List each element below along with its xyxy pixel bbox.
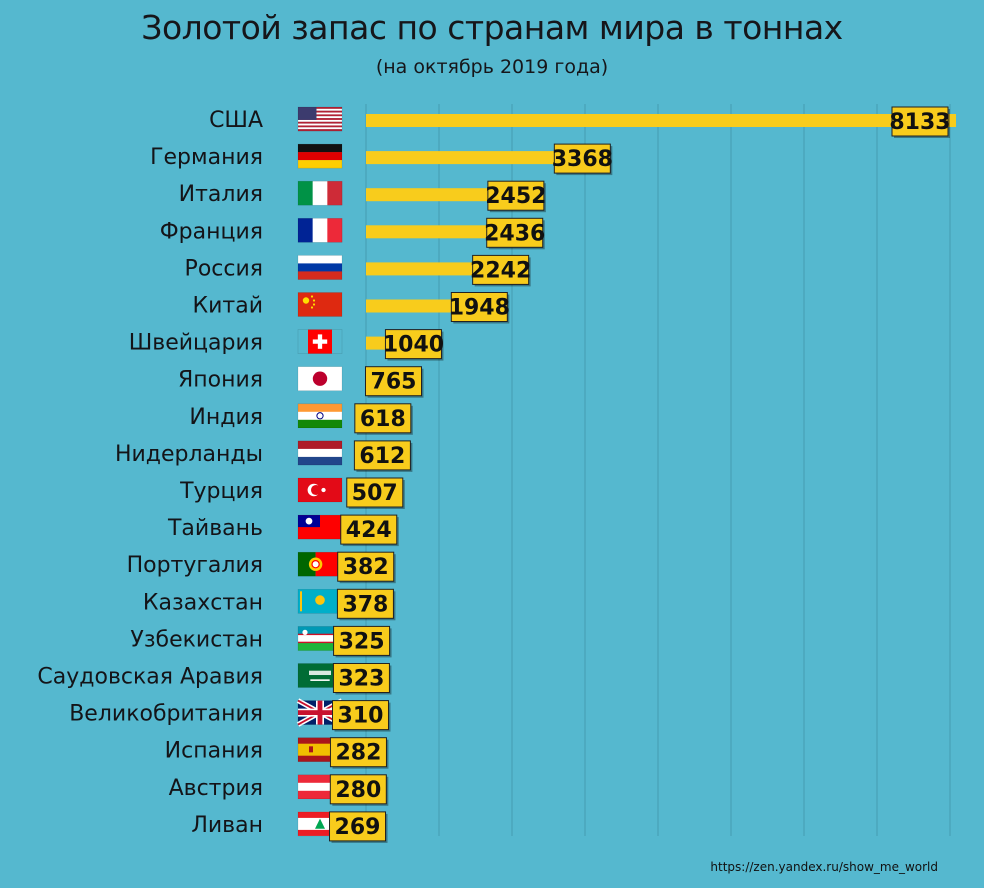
netherlands-flag-icon [297,440,343,466]
value-box [487,180,545,211]
chart-title: Золотой запас по странам мира в тоннах [141,8,843,47]
value-box [353,440,411,471]
category-label: Швейцария [129,331,263,356]
value-box [472,254,530,285]
france-flag-icon [297,218,343,243]
data-label: 310 [338,704,384,729]
category-label: Индия [189,405,263,430]
data-label: 378 [342,592,388,617]
value-box [384,329,442,360]
value-box [333,625,391,656]
category-label: Австрия [169,776,263,801]
data-label: 424 [346,518,392,543]
category-label: Китай [192,294,263,319]
data-label: 8133 [889,110,950,135]
category-label: Турция [179,479,263,504]
value-box [340,514,398,545]
value-box [486,217,544,248]
data-label: 1948 [449,296,510,321]
category-label: Узбекистан [130,627,263,652]
data-label: 282 [335,741,381,766]
category-label: Ливан [191,813,263,838]
value-box [450,292,508,322]
data-label: 2436 [484,221,545,246]
category-label: Великобритания [69,702,263,727]
source-link[interactable]: https://zen.yandex.ru/show_me_world [710,860,938,874]
china-flag-icon [297,292,343,317]
value-box [329,811,387,842]
category-label: США [209,108,263,133]
data-label: 382 [343,555,389,580]
india-flag-icon [297,403,343,429]
value-box [329,737,387,768]
data-label: 507 [352,481,398,506]
italy-flag-icon [297,180,343,206]
value-box [332,663,390,693]
japan-flag-icon [297,366,343,392]
grid-lines [365,104,951,836]
category-label: Тайвань [167,516,263,541]
data-label: 1040 [383,333,444,358]
germany-flag-icon [297,143,343,169]
category-label: Испания [165,739,263,764]
bar [366,151,611,165]
portugal-flag-icon [297,551,343,577]
value-box [329,774,387,805]
value-box [331,700,389,731]
data-label: 280 [335,778,381,803]
usa-flag-icon [297,106,343,132]
kazakhstan-flag-icon [297,588,343,614]
category-label: Португалия [127,553,263,578]
value-box [346,477,404,508]
value-box [553,143,611,174]
value-box [337,551,395,582]
value-box [891,106,949,137]
russia-flag-icon [297,255,343,280]
chart-subtitle: (на октябрь 2019 года) [375,56,609,78]
switzerland-flag-icon [297,329,343,354]
data-label: 2452 [485,184,546,209]
category-label: Нидерланды [115,442,263,467]
data-label: 323 [338,667,384,692]
data-label: 269 [335,815,381,840]
category-label: Япония [178,368,263,393]
data-label: 2242 [470,258,531,283]
data-label: 765 [371,370,417,395]
value-box [354,403,412,434]
data-label: 618 [360,407,406,432]
data-label: 3368 [552,147,613,172]
turkey-flag-icon [297,477,343,503]
category-label: Италия [179,182,263,207]
value-box [364,366,422,397]
taiwan-flag-icon [297,514,343,540]
data-label: 325 [339,629,385,654]
data-label: 612 [359,444,405,469]
category-label: Германия [150,145,263,170]
category-label: Саудовская Аравия [37,665,263,690]
category-label: Казахстан [143,590,263,615]
value-box [336,588,394,619]
bar [366,114,956,127]
category-label: Россия [185,256,263,281]
category-label: Франция [160,219,263,244]
